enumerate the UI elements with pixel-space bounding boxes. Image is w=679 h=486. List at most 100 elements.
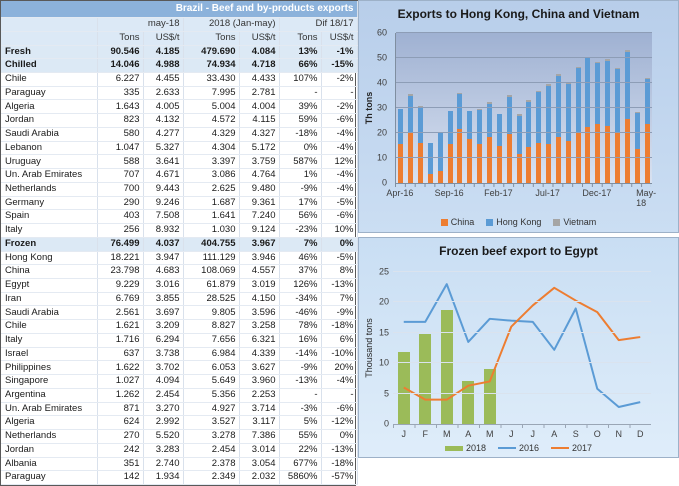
gridline — [396, 82, 652, 83]
cell: 17% — [279, 196, 322, 211]
bar-segment-hong-kong — [565, 84, 571, 141]
cell: 5.172 — [239, 141, 280, 156]
cell: 4.004 — [239, 99, 280, 115]
y-tick-label: 25 — [378, 266, 389, 277]
bar-stack — [485, 33, 495, 183]
row-label: Jordan — [1, 113, 98, 128]
x-tick-label: F — [422, 429, 429, 439]
bar-segment-hong-kong — [467, 111, 473, 140]
cell: -15% — [321, 58, 358, 73]
table-row: Albania 351 2.740 2.378 3.054 677% -18% — [1, 457, 358, 472]
cell: 3.596 — [239, 305, 280, 321]
bar-segment-hong-kong — [555, 75, 561, 137]
bar-stack — [416, 33, 426, 183]
cell: 76.499 — [97, 237, 144, 252]
cell: 4.132 — [143, 113, 184, 128]
chart-frozen-beef-egypt: Frozen beef export to Egypt Thousand ton… — [358, 237, 679, 458]
cell: 4.185 — [143, 45, 184, 60]
row-label: Lebanon — [1, 141, 98, 156]
cell: 2.992 — [143, 415, 184, 431]
cell: -14% — [279, 347, 322, 362]
cell: 4.005 — [143, 99, 184, 115]
cell: 5.649 — [183, 374, 240, 389]
bar-segment-china — [418, 143, 424, 183]
table-row: Hong Kong 18.221 3.947 111.129 3.946 46% -5% — [1, 251, 358, 266]
table-title: Brazil - Beef and by-products exports — [1, 1, 358, 18]
cell: 18.221 — [97, 251, 144, 266]
x-tick-label: Apr-16 — [386, 188, 414, 198]
cell: 10% — [321, 223, 358, 238]
legend: China Hong Kong Vietnam — [359, 217, 678, 227]
bar-segment-hong-kong — [496, 114, 502, 146]
bar-stack — [406, 33, 416, 183]
cell: 3.014 — [239, 443, 280, 458]
bar-segment-vietnam — [644, 77, 650, 80]
gridline — [396, 157, 652, 158]
cell: 90.546 — [97, 45, 144, 60]
cell: 3.527 — [183, 415, 240, 431]
legend-item: Hong Kong — [486, 217, 541, 227]
table-row: Singapore 1.027 4.094 5.649 3.960 -13% -4% — [1, 374, 358, 389]
row-label: Philippines — [1, 360, 98, 376]
cell: 23.798 — [97, 264, 144, 279]
cell: 7.656 — [183, 333, 240, 348]
bar-stack — [435, 33, 445, 183]
table-body: Fresh 90.546 4.185 479.690 4.084 13% -1% Chille… — [1, 45, 358, 485]
table-row: Jordan 823 4.132 4.572 4.115 59% -6% — [1, 113, 358, 128]
row-label: Algeria — [1, 99, 98, 115]
bar-segment-china — [555, 136, 561, 183]
bar-segment-china — [398, 144, 404, 183]
row-label: Argentina — [1, 388, 98, 403]
bar-segment-china — [634, 149, 640, 183]
bar-segment-vietnam — [516, 114, 522, 116]
cell: - — [279, 86, 322, 101]
bar-segment-china — [427, 174, 433, 183]
legend-label: 2016 — [518, 443, 540, 453]
column-group-2018-jan-may: 2018 (Jan-may) — [183, 17, 280, 32]
row-label: Chile — [1, 319, 98, 334]
row-label: Uruguay — [1, 154, 98, 170]
cell: 61.879 — [183, 278, 240, 293]
cell: 111.129 — [183, 251, 240, 266]
cell: 6.769 — [97, 292, 144, 307]
chart-title: Exports to Hong Kong, China and Vietnam — [397, 7, 640, 21]
bar-segment-china — [546, 144, 552, 183]
bar-stack — [475, 33, 485, 183]
cell: -2% — [321, 99, 358, 115]
x-tick-label: N — [615, 429, 623, 439]
row-label: Algeria — [1, 415, 98, 431]
cell: 126% — [279, 278, 322, 293]
table-title-row: Brazil - Beef and by-products exports — [1, 1, 358, 18]
x-tick-label: Feb-17 — [484, 188, 513, 198]
cell: 2.561 — [97, 305, 144, 321]
row-label: Italy — [1, 223, 98, 238]
legend-swatch — [551, 447, 570, 449]
x-tick-label: J — [401, 429, 407, 439]
cell: -9% — [321, 305, 358, 321]
bar-segment-hong-kong — [595, 63, 601, 125]
subheader-usdt-3: US$/t — [321, 31, 358, 46]
cell: 5.327 — [143, 141, 184, 156]
row-label: Israel — [1, 347, 98, 362]
column-group-may18: may-18 — [97, 17, 184, 32]
x-tick-label: M — [486, 429, 494, 439]
table-row: Chilled 14.046 4.988 74.934 4.718 66% -15% — [1, 58, 358, 73]
cell: 6.321 — [239, 333, 280, 348]
row-label: Paraguay — [1, 86, 98, 101]
bar-segment-hong-kong — [634, 113, 640, 150]
legend-swatch — [444, 445, 463, 451]
cell: 59% — [279, 113, 322, 128]
bar-segment-vietnam — [487, 101, 493, 104]
cell: -3% — [279, 402, 322, 417]
bar-segment-china — [447, 143, 453, 183]
cell: 7% — [279, 237, 322, 252]
bar-segment-hong-kong — [575, 68, 581, 133]
cell: -57% — [321, 470, 358, 485]
subheader-tons-3: Tons — [279, 31, 322, 46]
cell: 2.633 — [143, 86, 184, 101]
cell: 7.508 — [143, 209, 184, 225]
table-row: Saudi Arabia 2.561 3.697 9.805 3.596 -46% -9% — [1, 305, 358, 321]
cell: 12% — [321, 154, 358, 170]
row-label: Spain — [1, 209, 98, 225]
y-tick-label: 40 — [376, 77, 387, 88]
